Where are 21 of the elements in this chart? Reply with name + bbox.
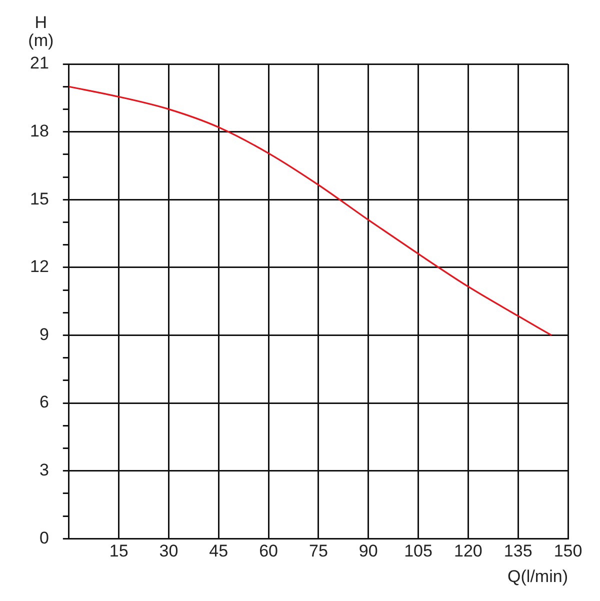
x-tick-label: 120 [454,541,482,560]
y-tick-label: 15 [30,189,49,208]
x-tick-label: 135 [504,541,532,560]
x-tick-label: 45 [209,541,228,560]
y-tick-label: 9 [39,324,49,344]
x-tick-label: 30 [159,541,178,560]
y-tick-label: 6 [39,392,49,412]
x-tick-label: 75 [308,541,328,560]
line-series [68,86,552,336]
x-tick-label: 105 [404,541,432,560]
y-tick-label: 21 [30,54,49,73]
x-tick-label: 60 [259,541,278,560]
x-tick-label: 90 [358,541,378,560]
y-tick-label: 18 [30,121,49,140]
y-tick-label: 12 [30,257,49,276]
x-tick-label: 150 [554,541,582,560]
x-axis-title: Q(l/min) [508,566,568,586]
y-tick-label: 0 [39,528,49,548]
y-tick-label: 3 [39,460,49,480]
y-axis-title: H (m) [28,13,54,50]
x-tick-label: 15 [109,541,128,560]
